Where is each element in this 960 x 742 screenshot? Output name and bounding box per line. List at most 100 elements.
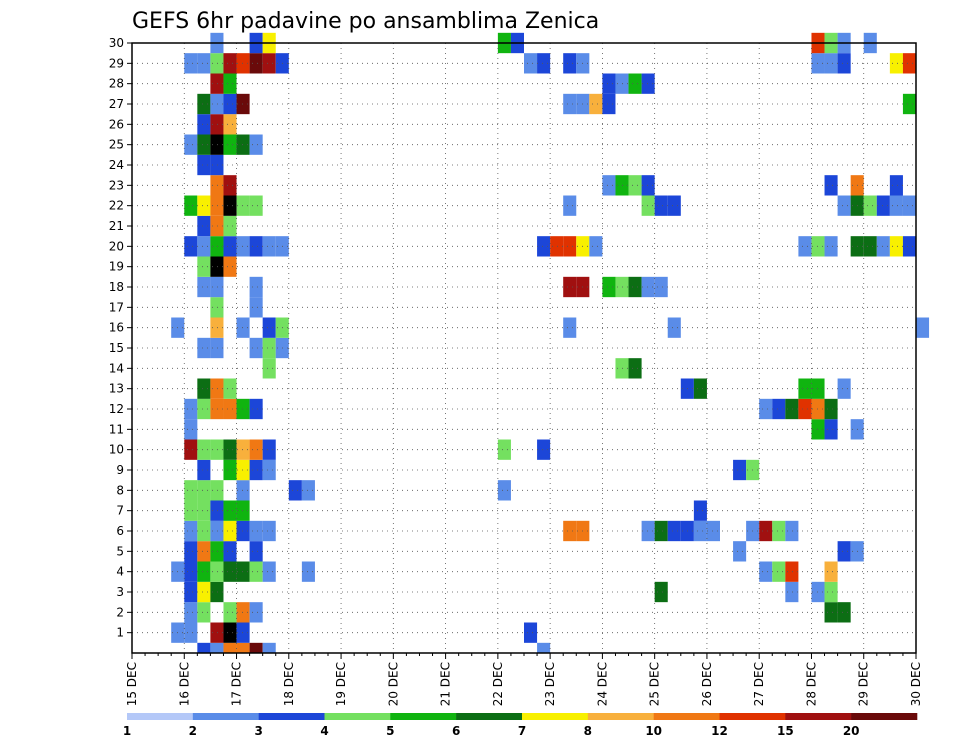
- heatmap-cell: [236, 622, 250, 643]
- grid-lines: [132, 42, 916, 653]
- y-tick-label: 16: [109, 321, 124, 335]
- heatmap-cell: [288, 480, 302, 501]
- heatmap-cell: [210, 398, 224, 420]
- heatmap-cell: [210, 561, 224, 582]
- heatmap-cell: [497, 480, 511, 501]
- heatmap-cell: [197, 480, 211, 501]
- heatmap-cell: [197, 398, 211, 420]
- x-tick-label: 22 DEC: [491, 662, 505, 706]
- heatmap-cell: [197, 195, 211, 216]
- heatmap-cell: [641, 520, 655, 542]
- heatmap-cell: [772, 398, 786, 420]
- heatmap-cell: [184, 398, 198, 420]
- heatmap-cell: [184, 561, 198, 582]
- heatmap-cell: [184, 236, 198, 257]
- heatmap-cell: [197, 500, 211, 521]
- legend-swatch: [456, 713, 523, 720]
- heatmap-cell: [223, 500, 237, 521]
- heatmap-cell: [223, 53, 237, 74]
- heatmap-cell: [184, 419, 198, 440]
- heatmap-cell: [197, 215, 211, 237]
- legend-label: 2: [189, 724, 197, 738]
- heatmap-cell: [262, 642, 276, 653]
- heatmap-cell: [667, 317, 681, 338]
- x-tick-label: 16 DEC: [177, 662, 191, 706]
- heatmap-cell: [641, 73, 655, 94]
- heatmap-cell: [210, 378, 224, 399]
- heatmap-cell: [197, 154, 211, 176]
- heatmap-cell: [889, 175, 903, 196]
- heatmap-cell: [902, 195, 916, 216]
- legend-swatch: [390, 713, 457, 720]
- heatmap-cell: [184, 134, 198, 155]
- heatmap-cell: [236, 398, 250, 420]
- heatmap-cell: [236, 236, 250, 257]
- heatmap-cell: [693, 520, 707, 542]
- heatmap-cell: [223, 93, 237, 115]
- y-tick-label: 15: [109, 341, 124, 355]
- heatmap-cell: [223, 439, 237, 460]
- x-tick-label: 30 DEC: [909, 662, 923, 706]
- heatmap-cell: [785, 398, 799, 420]
- x-tick-label: 23 DEC: [543, 662, 557, 706]
- y-tick-label: 4: [116, 565, 124, 579]
- heatmap-cell: [197, 256, 211, 277]
- heatmap-cell: [184, 602, 198, 623]
- heatmap-cell: [706, 520, 720, 542]
- heatmap-cell: [210, 256, 224, 277]
- heatmap-cell: [563, 93, 577, 115]
- heatmap-cell: [824, 398, 838, 420]
- x-tick-label: 27 DEC: [752, 662, 766, 706]
- heatmap-cell: [210, 581, 224, 603]
- x-tick-label: 25 DEC: [648, 662, 662, 706]
- y-tick-label: 27: [109, 97, 124, 111]
- heatmap-cell: [223, 541, 237, 562]
- heatmap-cell: [262, 53, 276, 74]
- heatmap-cell: [197, 439, 211, 460]
- heatmap-cell: [210, 154, 224, 176]
- heatmap-cell: [210, 114, 224, 135]
- y-tick-label: 3: [116, 585, 124, 599]
- heatmap-cell: [628, 73, 642, 94]
- heatmap-cell: [889, 53, 903, 74]
- heatmap-cell: [236, 480, 250, 501]
- heatmap-cell: [236, 195, 250, 216]
- heatmap-cell: [236, 602, 250, 623]
- heatmap-cell: [563, 236, 577, 257]
- heatmap-cell: [262, 520, 276, 542]
- heatmap-cell: [184, 541, 198, 562]
- heatmap-cell: [197, 602, 211, 623]
- heatmap-cell: [641, 195, 655, 216]
- heatmap-cell: [249, 561, 263, 582]
- heatmap-cell: [524, 53, 538, 74]
- x-tick-label: 18 DEC: [282, 662, 296, 706]
- y-tick-label: 18: [109, 280, 124, 294]
- heatmap-cell: [197, 93, 211, 115]
- legend-label: 12: [711, 724, 728, 738]
- heatmap-cell: [824, 175, 838, 196]
- heatmap-cell: [524, 622, 538, 643]
- heatmap-cell: [223, 134, 237, 155]
- heatmap-cell: [262, 337, 276, 359]
- x-tick-label: 21 DEC: [439, 662, 453, 706]
- heatmap-cell: [837, 53, 851, 74]
- legend-swatch: [653, 713, 720, 720]
- heatmap-cell: [798, 398, 812, 420]
- heatmap-cell: [733, 541, 747, 562]
- heatmap-cell: [249, 541, 263, 562]
- heatmap-cell: [824, 561, 838, 582]
- heatmap-cell: [628, 175, 642, 196]
- color-legend: 1 2 3 4 5 6 7 8 10 12 15 20: [123, 713, 918, 738]
- heatmap-cell: [902, 53, 916, 74]
- legend-label: 1: [123, 724, 131, 738]
- heatmap-cell: [210, 439, 224, 460]
- legend-label: 4: [320, 724, 328, 738]
- heatmap-cell: [837, 195, 851, 216]
- heatmap-cell: [210, 500, 224, 521]
- y-tick-label: 1: [116, 626, 124, 640]
- heatmap-cell: [184, 581, 198, 603]
- heatmap-cell: [197, 114, 211, 135]
- heatmap-cell: [563, 195, 577, 216]
- heatmap-cell: [811, 236, 825, 257]
- heatmap-cell: [249, 134, 263, 155]
